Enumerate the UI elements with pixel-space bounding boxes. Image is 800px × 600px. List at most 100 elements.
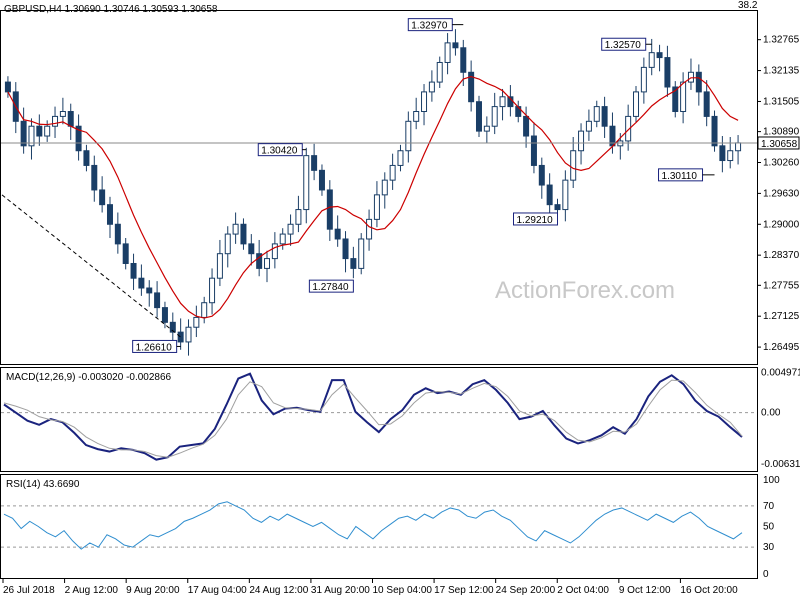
candle-body (664, 57, 671, 88)
candle-body (114, 223, 121, 245)
candle-body (138, 277, 145, 289)
rsi-line (3, 501, 743, 550)
current-price-label: 1.30658 (761, 139, 798, 150)
candle-body (185, 326, 192, 343)
y-tick-label: 1.31505 (763, 96, 800, 107)
candle-body (585, 120, 592, 132)
candle-body (444, 42, 451, 63)
symbol-line: GBPUSD,H4 1.30690 1.30746 1.30593 1.3065… (4, 4, 218, 15)
candle-body (687, 71, 694, 83)
candle-body (538, 164, 545, 186)
candle-body (436, 61, 443, 83)
candle-body (460, 47, 467, 73)
candle-body (264, 258, 271, 269)
candle-body (342, 238, 349, 260)
pivot-label-box (308, 279, 354, 293)
rsi-title: RSI(14) 43.6690 (6, 479, 80, 490)
candle-body (106, 204, 113, 225)
x-tick-label: 2 Oct 04:00 (557, 585, 609, 596)
x-tick-label: 10 Sep 04:00 (373, 585, 433, 596)
candle-body (570, 150, 577, 181)
price-axis: 1.32765 1.32135 1.31505 1.30890 1.30260 1.296… (757, 35, 800, 353)
x-tick-label: 17 Sep 12:00 (434, 585, 494, 596)
candle-body (601, 106, 608, 127)
x-tick-label: 9 Aug 20:00 (126, 585, 180, 596)
y-tick-label: 1.32765 (763, 35, 800, 46)
candle-body (578, 130, 585, 152)
candle-body (523, 115, 530, 137)
x-tick-label: 26 Jul 2018 (3, 585, 55, 596)
rsi-y-tick-label: 50 (763, 522, 775, 533)
candle-body (672, 86, 679, 113)
candle-body (373, 194, 380, 220)
pivot-label: 1.32970 (411, 21, 448, 32)
x-tick-label: 9 Oct 12:00 (619, 585, 671, 596)
candle-body (256, 253, 263, 269)
candle-body (554, 204, 561, 211)
candle-body (303, 155, 310, 211)
candle-body (381, 179, 388, 196)
y-tick-label: 1.32135 (763, 66, 800, 77)
candle-body (546, 184, 553, 206)
candle-body (4, 81, 11, 93)
candle-body (232, 223, 239, 235)
candle-body (91, 164, 98, 191)
current-price-box (757, 136, 800, 150)
candle-body (350, 258, 357, 269)
candle-body (656, 52, 663, 59)
candle-body (703, 91, 710, 117)
candle-body (483, 125, 490, 132)
candle-body (161, 307, 168, 323)
y-tick-label: 1.29000 (763, 219, 800, 230)
candle-body (216, 253, 223, 279)
candle-body (28, 125, 35, 147)
candle-body (146, 287, 153, 294)
candle-body (397, 150, 404, 166)
price-plot: 1.30658 1.32970 1.32570 1.30420 1.30110 1.292… (1, 18, 800, 356)
candle-body (122, 243, 129, 264)
pivot-label: 1.32570 (605, 40, 642, 51)
candle-body (719, 145, 726, 162)
candle-body (727, 150, 734, 162)
macd-panel (0, 367, 758, 472)
candle-body (326, 189, 333, 230)
y-tick-label: 1.26495 (763, 342, 800, 353)
candle-body (201, 302, 208, 318)
candle-body (311, 155, 318, 171)
candle-body (593, 106, 600, 122)
moving-average-line (7, 75, 739, 319)
candle-body (625, 115, 632, 142)
candle-body (209, 277, 216, 304)
pivot-label-box (513, 212, 558, 226)
candle-body (633, 91, 640, 117)
rsi-y-tick-label: 70 (763, 501, 775, 512)
macd-line (3, 372, 743, 461)
rsi-y-tick-label: 0 (763, 569, 769, 580)
candle-body (99, 189, 106, 206)
candle-body (735, 142, 742, 152)
candle-body (154, 292, 161, 309)
candle-body (193, 316, 200, 328)
candle-body (475, 101, 482, 132)
y-tick-label: 1.27125 (763, 311, 800, 322)
candle-body (648, 52, 655, 68)
candle-body (711, 115, 718, 147)
candle-body (452, 42, 459, 49)
time-axis: 26 Jul 2018 2 Aug 12:00 9 Aug 20:00 17 Aug … (2, 579, 738, 596)
macd-signal-line (3, 379, 743, 458)
candle-body (279, 233, 286, 245)
main-panel (0, 10, 758, 365)
candle-body (389, 164, 396, 181)
candle-body (530, 135, 537, 166)
candle-body (52, 115, 59, 127)
candle-body (20, 120, 27, 147)
candle-body (59, 111, 66, 117)
rsi-panel (0, 474, 758, 579)
trend-line (1, 194, 181, 338)
pivot-label: 1.27840 (312, 282, 349, 293)
x-tick-label: 16 Oct 20:00 (680, 585, 738, 596)
candle-body (36, 125, 43, 137)
